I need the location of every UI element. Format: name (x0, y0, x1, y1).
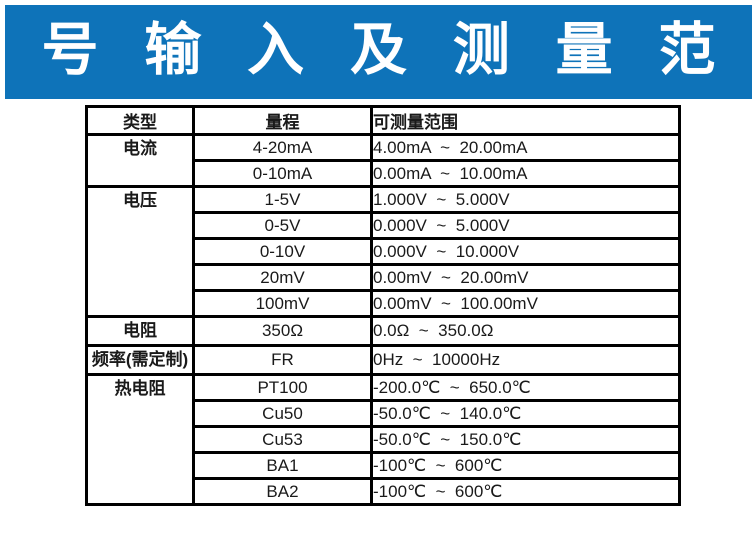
measurable-range-cell: 0.00mV ~ 100.00mV (370, 289, 681, 318)
column-header-range: 量程 (192, 105, 373, 136)
measurable-range-cell: 1.000V ~ 5.000V (370, 185, 681, 214)
range-cell: PT100 (192, 373, 373, 402)
range-cell: 0-10mA (192, 159, 373, 188)
table-row: 0-10V 0.000V ~ 10.000V (87, 237, 681, 266)
table-row: BA1 -100℃ ~ 600℃ (87, 451, 681, 480)
measurable-range-cell: -50.0℃ ~ 140.0℃ (370, 399, 681, 428)
range-cell: Cu50 (192, 399, 373, 428)
measurable-range-cell: 0.00mV ~ 20.00mV (370, 263, 681, 292)
measurable-range-cell: 0.00mA ~ 10.00mA (370, 159, 681, 188)
range-cell: 20mV (192, 263, 373, 292)
measurable-range-cell: -50.0℃ ~ 150.0℃ (370, 425, 681, 454)
type-cell: 电压 (85, 185, 195, 318)
measurable-range-cell: 4.00mA ~ 20.00mA (370, 133, 681, 162)
range-cell: 1-5V (192, 185, 373, 214)
range-cell: BA2 (192, 477, 373, 506)
range-cell: FR (192, 344, 373, 376)
table-row: Cu53 -50.0℃ ~ 150.0℃ (87, 425, 681, 454)
table-row: 热电阻 PT100 -200.0℃ ~ 650.0℃ (85, 373, 681, 506)
table-row: 电阻 350Ω 0.0Ω ~ 350.0Ω (85, 315, 681, 347)
signal-range-table: 类型 量程 可测量范围 电流 4-20mA 4.00mA ~ 20.00mA 0-10… (85, 105, 681, 506)
range-cell: 350Ω (192, 315, 373, 347)
table-row: 频率(需定制) FR 0Hz ~ 10000Hz (85, 344, 681, 376)
range-cell: 4-20mA (192, 133, 373, 162)
table-row: 电流 4-20mA 4.00mA ~ 20.00mA (85, 133, 681, 188)
range-cell: Cu53 (192, 425, 373, 454)
column-header-type: 类型 (85, 105, 195, 136)
measurable-range-cell: -100℃ ~ 600℃ (370, 451, 681, 480)
range-cell: 0-10V (192, 237, 373, 266)
table-row: BA2 -100℃ ~ 600℃ (87, 477, 681, 506)
type-cell: 热电阻 (85, 373, 195, 506)
measurable-range-cell: 0.0Ω ~ 350.0Ω (370, 315, 681, 347)
type-cell: 电阻 (85, 315, 195, 347)
range-cell: 100mV (192, 289, 373, 318)
table-row: 100mV 0.00mV ~ 100.00mV (87, 289, 681, 318)
table-row: Cu50 -50.0℃ ~ 140.0℃ (87, 399, 681, 428)
table-header-row: 类型 量程 可测量范围 (85, 105, 681, 136)
measurable-range-cell: 0.000V ~ 10.000V (370, 237, 681, 266)
table-row: 0-5V 0.000V ~ 5.000V (87, 211, 681, 240)
table-row: 0-10mA 0.00mA ~ 10.00mA (87, 159, 681, 188)
table-row: 电压 1-5V 1.000V ~ 5.000V (85, 185, 681, 318)
range-cell: BA1 (192, 451, 373, 480)
table-body: 电流 4-20mA 4.00mA ~ 20.00mA 0-10mA 0.00mA ~ 1… (85, 133, 681, 506)
column-header-measurable-range: 可测量范围 (370, 105, 681, 136)
measurable-range-cell: 0Hz ~ 10000Hz (370, 344, 681, 376)
measurable-range-cell: -200.0℃ ~ 650.0℃ (370, 373, 681, 402)
range-cell: 0-5V (192, 211, 373, 240)
measurable-range-cell: -100℃ ~ 600℃ (370, 477, 681, 506)
title-banner: 信 号 输 入 及 测 量 范 围 (0, 5, 752, 99)
measurable-range-cell: 0.000V ~ 5.000V (370, 211, 681, 240)
type-cell: 电流 (85, 133, 195, 188)
type-cell: 频率(需定制) (85, 344, 195, 376)
table-row: 20mV 0.00mV ~ 20.00mV (87, 263, 681, 292)
page-title: 信 号 输 入 及 测 量 范 围 (0, 17, 752, 82)
